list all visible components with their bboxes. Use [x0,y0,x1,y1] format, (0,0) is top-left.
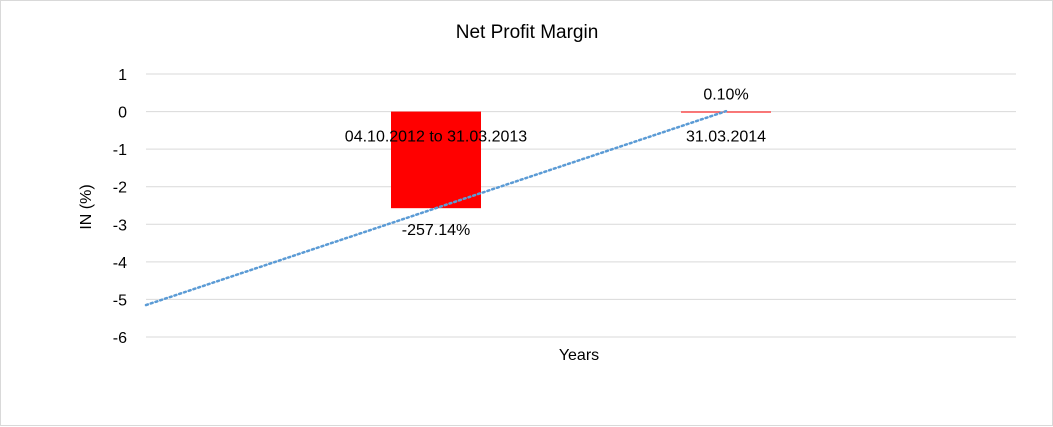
y-tick-label: 0 [118,105,127,122]
category-label: 31.03.2014 [686,129,766,146]
y-tick-label: -1 [113,142,127,159]
y-tick-label: -3 [113,217,127,234]
gridlines [146,73,1016,338]
category-label: 04.10.2012 to 31.03.2013 [345,129,527,146]
labels: -257.14% 04.10.2012 to 31.03.2013 0.10% 31.… [345,87,766,240]
data-label: -257.14% [402,222,471,239]
y-tick-label: -4 [113,255,127,272]
x-axis-label: Years [559,347,599,364]
trendline [144,109,728,307]
y-tick-label: -5 [113,292,127,309]
chart-title: Net Profit Margin [456,22,599,43]
data-label: 0.10% [703,87,748,104]
y-tick-label: -2 [113,180,127,197]
bars [391,111,771,209]
y-tick-label: -6 [113,330,127,347]
trendline-group [144,109,728,307]
bar [391,111,481,209]
y-axis-label: IN (%) [78,184,95,229]
y-tick-label: 1 [118,67,127,84]
y-tick-labels: 1 0 -1 -2 -3 -4 -5 -6 [113,67,127,347]
